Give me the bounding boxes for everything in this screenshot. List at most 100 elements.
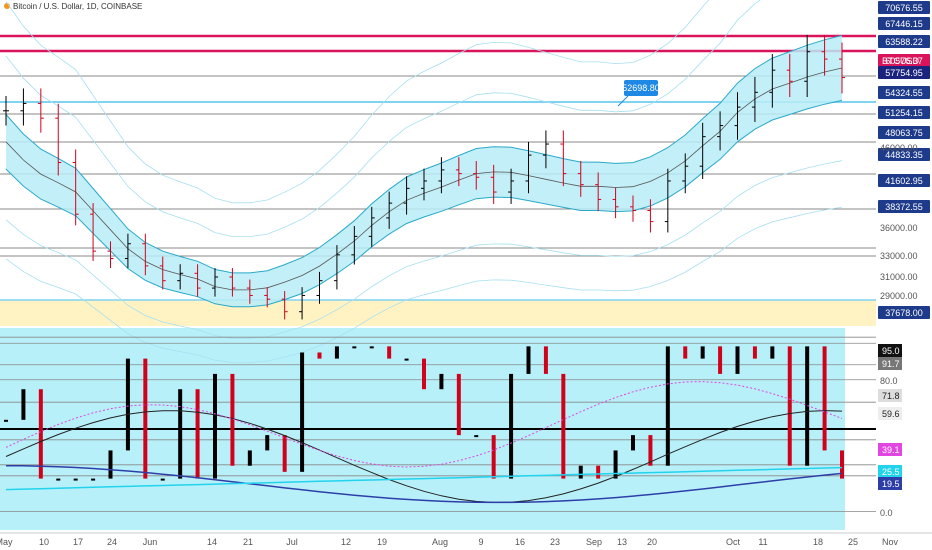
osc-bar: [543, 346, 548, 374]
x-tick-label: 25: [848, 537, 858, 547]
osc-signal: [5, 410, 843, 503]
price-tag: [878, 54, 930, 67]
osc-value-label: 71.8: [882, 391, 900, 401]
osc-bar: [178, 389, 183, 479]
x-tick-label: Sep: [586, 537, 602, 547]
osc-bar: [160, 478, 165, 481]
price-tag: [878, 17, 930, 30]
symbol-title: Bitcoin / U.S. Dollar, 1D, COINBASE: [13, 2, 143, 11]
osc-blue-line: [5, 464, 843, 504]
price-label: 51254.15: [885, 108, 923, 118]
osc-value-tag: [878, 443, 902, 456]
price-label: 63588.22: [885, 37, 923, 47]
price-label: 57754.95: [885, 68, 923, 78]
price-tag: [878, 106, 930, 119]
callout-pointer: [617, 95, 629, 107]
osc-bar: [596, 465, 601, 479]
x-tick-label: Oct: [726, 537, 741, 547]
osc-cyan-line: [5, 466, 843, 491]
osc-bar: [683, 346, 688, 359]
price-tag: [878, 1, 930, 14]
osc-bar: [213, 373, 217, 479]
y-tick-label: 36000.00: [880, 223, 918, 233]
price-label: 41602.95: [885, 176, 923, 186]
osc-value-tag: [878, 407, 902, 420]
osc-bar: [300, 352, 305, 472]
y-tick-label: 46000.00: [880, 143, 918, 153]
x-tick-label: 13: [617, 537, 627, 547]
osc-bar: [752, 346, 757, 359]
symbol-header: Bitcoin / U.S. Dollar, 1D, COINBASE: [4, 2, 142, 11]
osc-tick-label: 0.0: [880, 508, 893, 518]
osc-value-tag: [878, 465, 902, 478]
osc-bar: [474, 435, 479, 438]
price-label: 48063.75: [885, 128, 923, 138]
osc-value-label: 95.0: [882, 346, 900, 356]
osc-bar: [787, 346, 792, 466]
x-tick-label: May: [0, 537, 13, 547]
x-tick-label: Aug: [432, 537, 448, 547]
osc-value-label: 59.6: [882, 409, 900, 419]
osc-bar: [265, 435, 270, 451]
x-tick-label: Jun: [143, 537, 158, 547]
osc-bar: [4, 419, 8, 422]
price-tag: [878, 35, 930, 48]
osc-tick-label: 80.0: [880, 376, 898, 386]
osc-bar: [422, 358, 426, 390]
osc-bar: [73, 478, 78, 481]
osc-bar: [317, 352, 322, 359]
osc-dotted: [5, 381, 843, 468]
y-tick-label: 33000.00: [880, 251, 918, 261]
osc-bar: [631, 435, 635, 451]
x-tick-label: 11: [758, 537, 767, 547]
x-tick-label: 23: [550, 537, 560, 547]
osc-bar: [526, 346, 531, 374]
osc-bar: [700, 346, 705, 359]
callout-label: 52698.80: [622, 83, 660, 93]
price-label: 70676.55: [885, 3, 923, 13]
osc-bar: [195, 389, 200, 479]
osc-bar: [230, 373, 235, 466]
bitcoin-icon: [4, 3, 10, 9]
price-tag: [878, 200, 930, 213]
osc-value-label: 91.7: [882, 359, 900, 369]
osc-bar: [770, 346, 775, 359]
yellow-zone: [0, 300, 876, 326]
x-tick-label: 21: [243, 537, 253, 547]
osc-bar: [822, 346, 827, 451]
osc-bar: [352, 346, 357, 349]
osc-bar: [439, 373, 444, 390]
osc-bar: [143, 358, 148, 479]
osc-bar: [108, 450, 113, 479]
osc-bar: [578, 465, 583, 479]
osc-bar: [282, 435, 287, 472]
x-tick-label: 16: [515, 537, 525, 547]
x-tick-label: 19: [377, 537, 387, 547]
y-tick-label: 31000.00: [880, 272, 918, 282]
outer-band: [5, 0, 761, 238]
current-price-label: BTCUSD: [882, 56, 920, 66]
price-tag: [878, 66, 930, 79]
callout-box: [624, 80, 658, 96]
osc-bar: [91, 478, 96, 481]
osc-bar: [125, 358, 130, 451]
x-tick-label: 9: [478, 537, 483, 547]
osc-bar: [387, 346, 392, 359]
x-tick-label: 14: [207, 537, 217, 547]
price-label: 60576.37: [885, 56, 923, 66]
price-label: 67446.15: [885, 19, 923, 29]
osc-bar: [247, 450, 252, 466]
x-tick-label: Jul: [286, 537, 298, 547]
outer-band: [5, 160, 843, 339]
osc-bar: [665, 346, 670, 466]
osc-value-tag: [878, 477, 902, 490]
price-tag: [878, 306, 930, 319]
price-label: 44833.35: [885, 150, 923, 160]
osc-bar: [735, 346, 740, 374]
price-label: 54324.55: [885, 88, 923, 98]
price-tag: [878, 126, 930, 139]
osc-bar: [840, 450, 844, 479]
x-tick-label: 12: [341, 537, 351, 547]
osc-value-tag: [878, 389, 902, 402]
